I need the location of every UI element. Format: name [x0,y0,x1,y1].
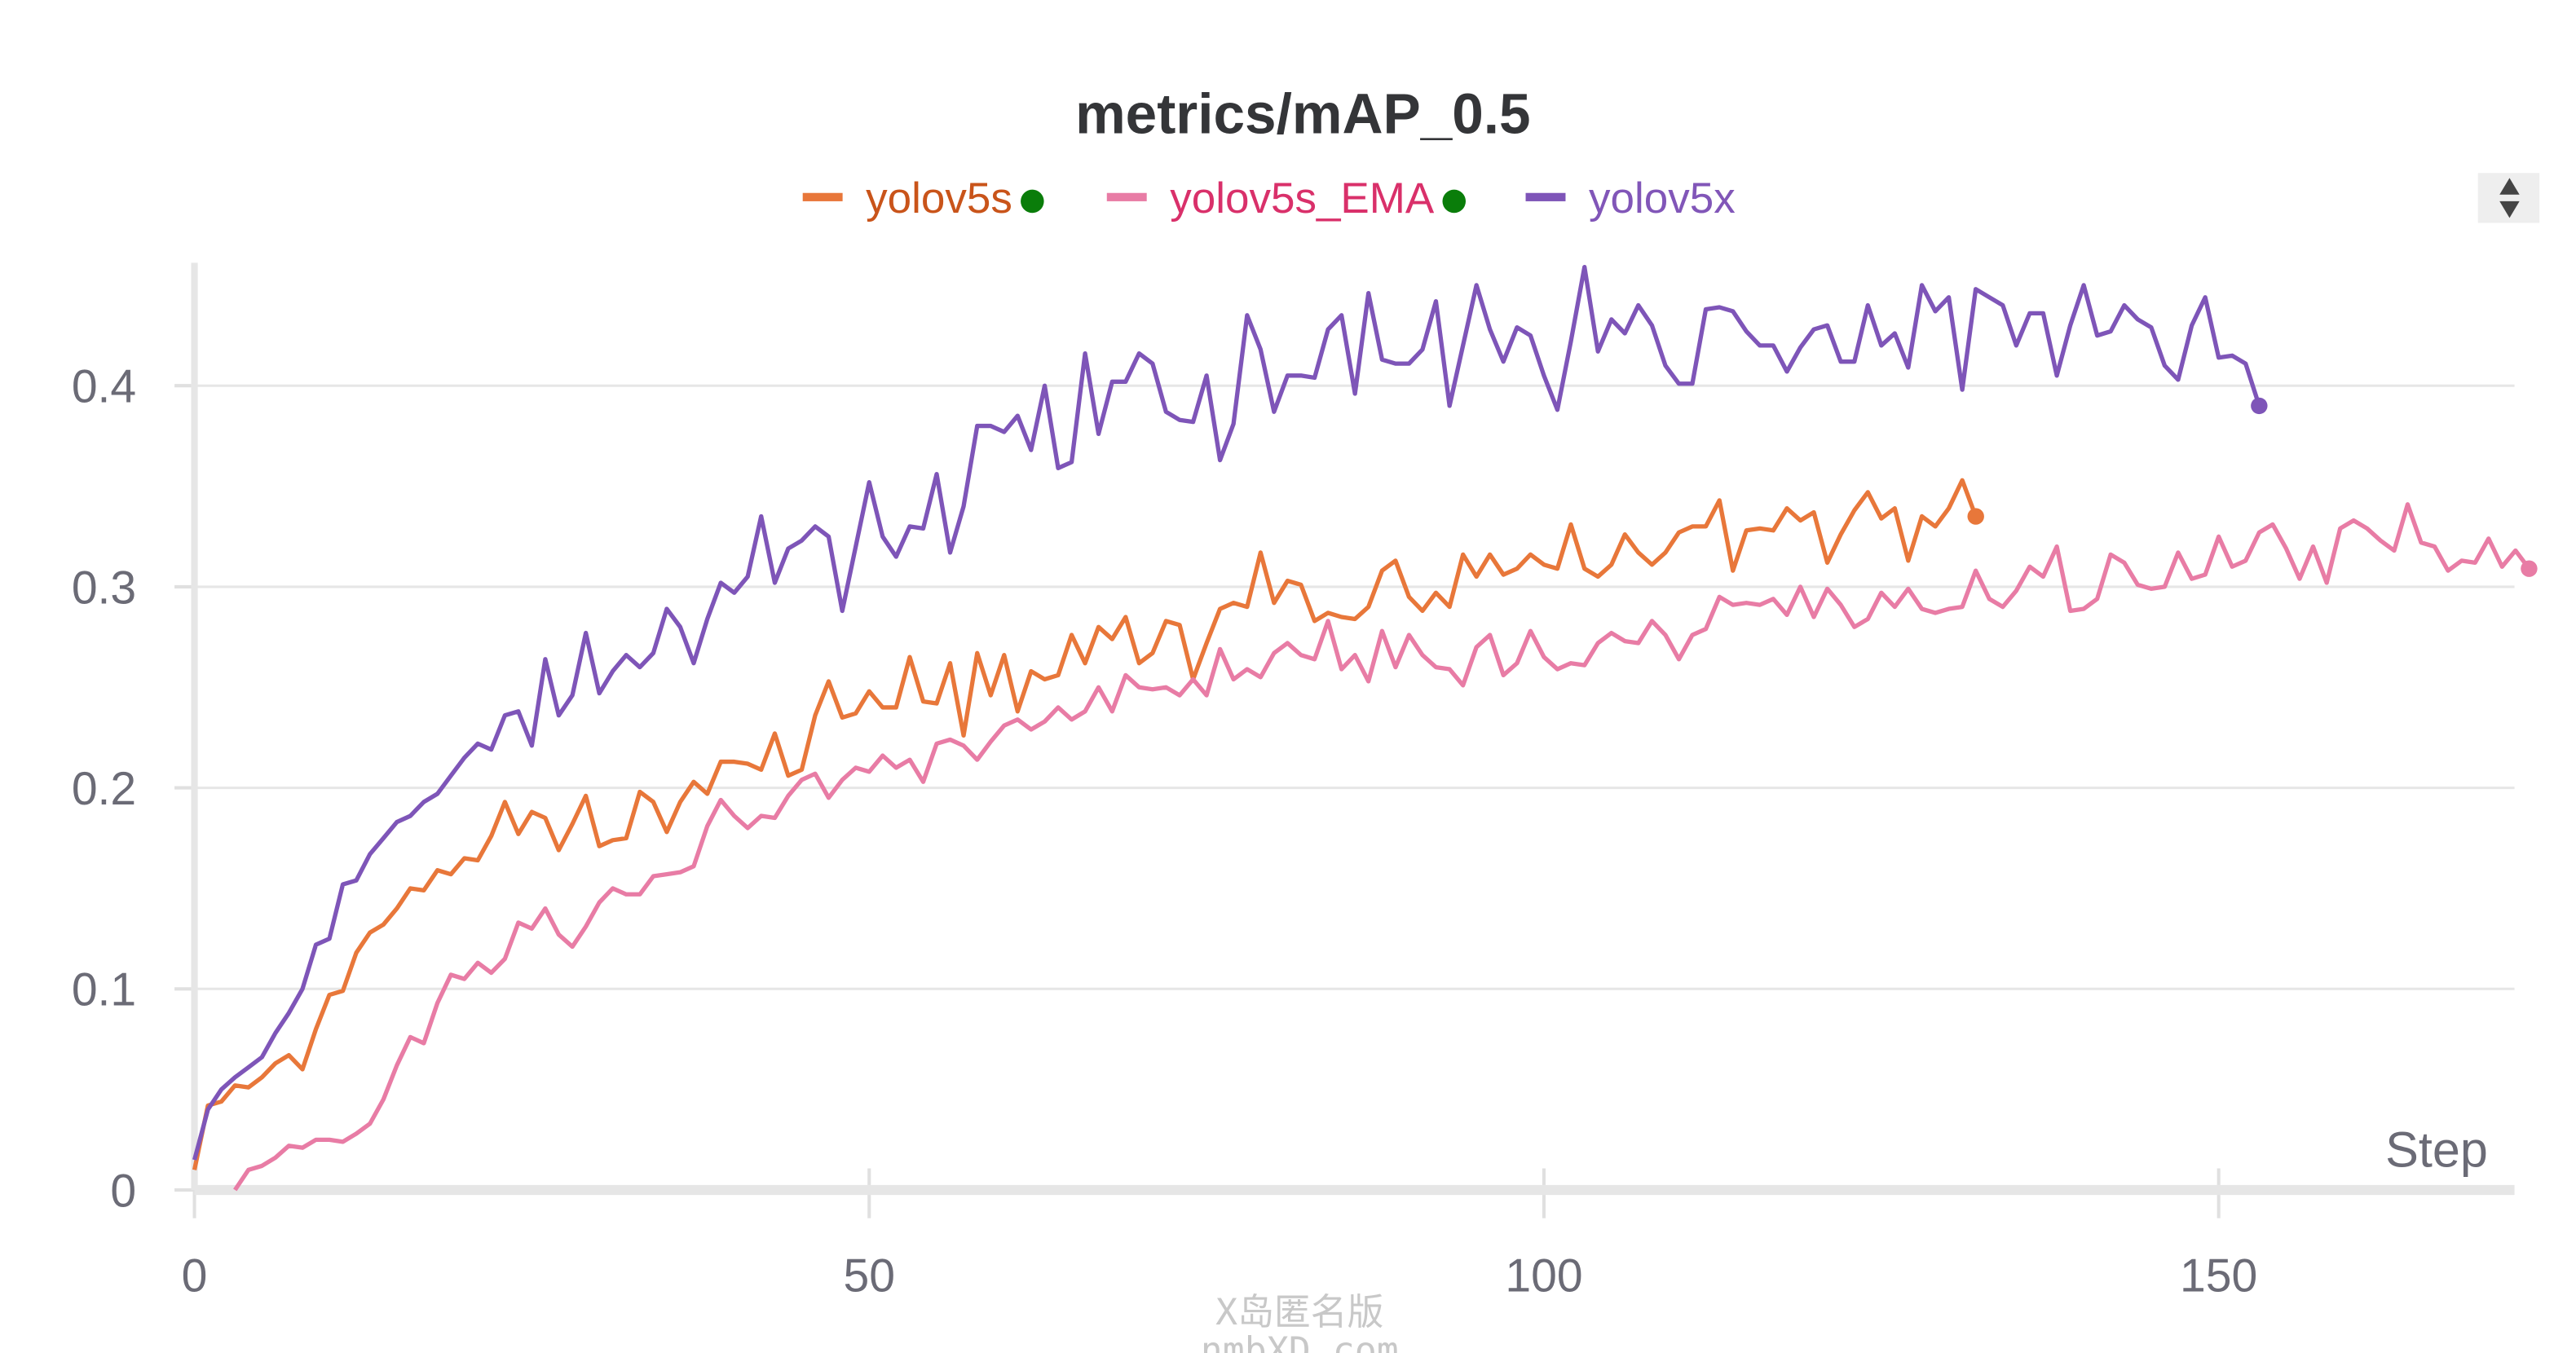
watermark-line2: nmbXD.com [1201,1329,1399,1353]
legend-item-yolov5s-ema[interactable]: yolov5s_EMA [1106,174,1467,223]
watermark-line1: X岛匿名版 [1215,1290,1383,1333]
series-end-point [2251,397,2268,415]
legend-swatch [802,192,843,201]
legend-item-yolov5x[interactable]: yolov5x [1525,174,1736,223]
series-end-point [1967,508,1984,525]
x-tick-label: 100 [1505,1249,1582,1302]
x-tick-label: 50 [843,1249,895,1302]
series-end-point [2521,560,2538,577]
legend-item-yolov5s[interactable]: yolov5s [802,174,1044,223]
x-axis-label: Step [2385,1122,2488,1177]
y-tick-label: 0.2 [72,763,136,815]
y-tick-label: 0 [110,1165,136,1217]
x-tick-label: 150 [2180,1249,2257,1302]
legend-label: yolov5x [1589,174,1736,223]
legend-scroll-button[interactable] [2477,173,2540,223]
legend: yolov5s yolov5s_EMA yolov5x [802,174,1736,223]
chart-title: metrics/mAP_0.5 [1075,82,1531,145]
status-dot-icon [1021,189,1044,214]
arrow-down-icon [2499,201,2520,218]
x-tick-label: 0 [182,1249,208,1302]
y-tick-label: 0.3 [72,562,136,614]
status-dot-icon [1442,189,1467,214]
y-tick-label: 0.1 [72,964,136,1016]
y-tick-label: 0.4 [72,361,136,413]
arrow-up-icon [2499,178,2520,195]
legend-label: yolov5s [866,174,1012,223]
series-line-yolov5s-ema [233,502,2531,1192]
series-line-yolov5s [192,478,1978,1170]
legend-swatch [1525,192,1566,201]
series-line-yolov5x [192,265,2261,1161]
legend-swatch [1106,192,1147,201]
legend-label: yolov5s_EMA [1170,174,1435,223]
